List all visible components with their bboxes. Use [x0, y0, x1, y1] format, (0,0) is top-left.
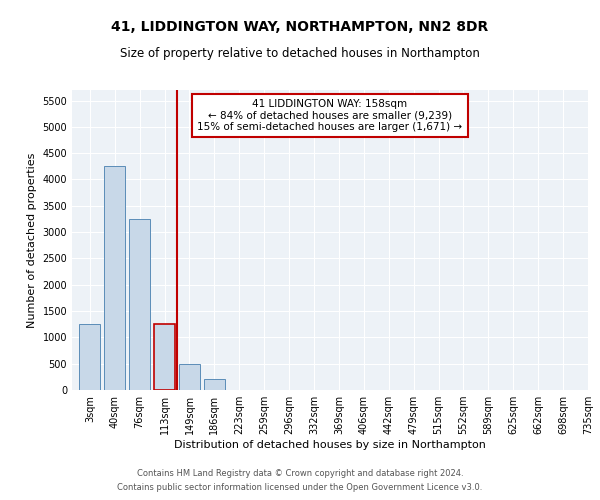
Bar	[154, 324, 175, 390]
X-axis label: Distribution of detached houses by size in Northampton: Distribution of detached houses by size …	[174, 440, 486, 450]
Text: Contains HM Land Registry data © Crown copyright and database right 2024.: Contains HM Land Registry data © Crown c…	[137, 468, 463, 477]
Text: Size of property relative to detached houses in Northampton: Size of property relative to detached ho…	[120, 48, 480, 60]
Bar	[204, 380, 225, 390]
Text: 41, LIDDINGTON WAY, NORTHAMPTON, NN2 8DR: 41, LIDDINGTON WAY, NORTHAMPTON, NN2 8DR	[112, 20, 488, 34]
Bar	[179, 364, 200, 390]
Bar	[79, 324, 100, 390]
Text: Contains public sector information licensed under the Open Government Licence v3: Contains public sector information licen…	[118, 484, 482, 492]
Y-axis label: Number of detached properties: Number of detached properties	[27, 152, 37, 328]
Text: 41 LIDDINGTON WAY: 158sqm
← 84% of detached houses are smaller (9,239)
15% of se: 41 LIDDINGTON WAY: 158sqm ← 84% of detac…	[197, 99, 463, 132]
Bar	[104, 166, 125, 390]
Bar	[129, 219, 150, 390]
